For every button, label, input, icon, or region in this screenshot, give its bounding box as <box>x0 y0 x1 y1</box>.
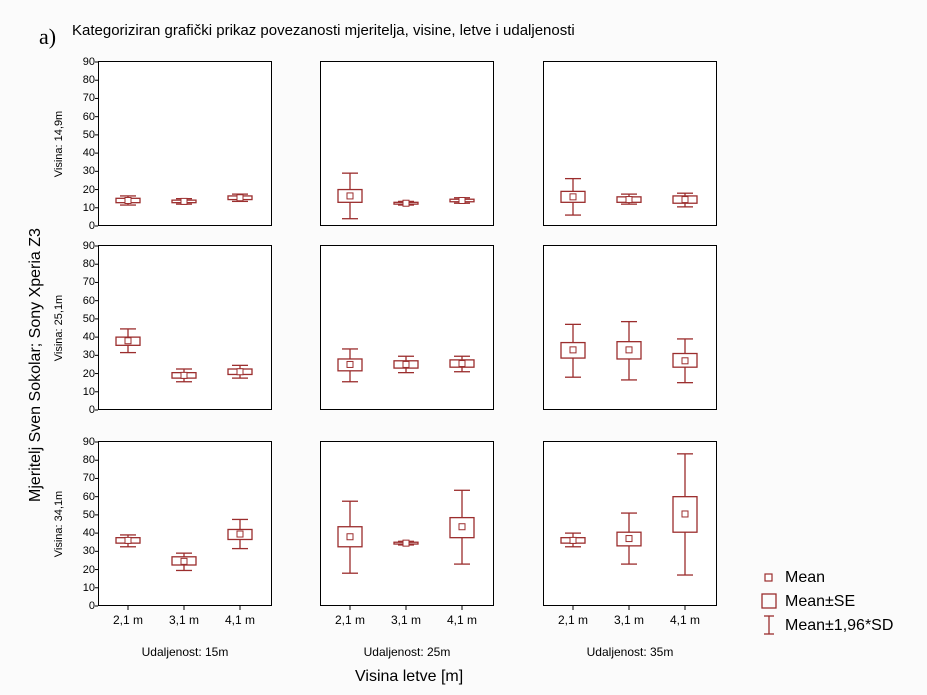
panel-r2-c1 <box>98 245 272 410</box>
y-tick-label: 30 <box>82 165 95 178</box>
mean-marker <box>346 360 354 368</box>
x-tick-label: 4,1 m <box>669 613 700 627</box>
se-box <box>616 341 642 360</box>
mean-marker <box>124 536 132 544</box>
x-tick-label: 2,1 m <box>334 613 365 627</box>
mean-marker <box>236 530 244 538</box>
y-tick-label: 50 <box>82 128 95 141</box>
x-tick-label: 3,1 m <box>390 613 421 627</box>
x-tick-label: 2,1 m <box>557 613 588 627</box>
mean-marker <box>402 360 410 368</box>
se-box <box>337 526 363 548</box>
y-tick-label: 80 <box>82 74 95 87</box>
legend-mean-symbol <box>764 573 773 582</box>
y-tick-label: 20 <box>82 183 95 196</box>
mean-marker <box>124 196 132 204</box>
panel-r2-c2 <box>320 245 494 410</box>
mean-marker <box>236 368 244 376</box>
chart-title: Kategoriziran grafički prikaz povezanost… <box>72 22 575 39</box>
y-tick-label: 90 <box>82 436 95 448</box>
x-tick-label: 3,1 m <box>613 613 644 627</box>
se-box <box>449 359 475 368</box>
y-tick-label: 40 <box>82 147 95 160</box>
mean-marker <box>346 533 354 541</box>
se-box <box>672 195 698 204</box>
se-box <box>560 341 586 359</box>
y-tick-label: 80 <box>82 258 95 271</box>
column-label: Udaljenost: 35m <box>586 645 674 659</box>
y-tick-label: 90 <box>82 56 95 68</box>
y-tick-label: 70 <box>82 92 95 105</box>
y-tick-label: 70 <box>82 472 95 485</box>
mean-marker <box>625 346 633 354</box>
mean-marker <box>458 360 466 368</box>
y-tick-label: 0 <box>88 220 95 232</box>
y-tick-label: 0 <box>88 600 95 612</box>
y-tick-label: 10 <box>82 201 95 214</box>
x-tick-label: 4,1 m <box>446 613 477 627</box>
y-tick-label: 30 <box>82 349 95 362</box>
y-tick-label: 20 <box>82 563 95 576</box>
panel-r3-c3 <box>543 441 717 606</box>
mean-marker <box>569 346 577 354</box>
y-tick-label: 60 <box>82 110 95 123</box>
legend-se-label: Mean±SE <box>785 593 856 610</box>
mean-marker <box>625 196 633 204</box>
mean-marker <box>124 337 132 345</box>
y-tick-label: 80 <box>82 454 95 467</box>
mean-marker <box>625 535 633 543</box>
y-tick-label: 90 <box>82 240 95 252</box>
mean-marker <box>681 357 689 365</box>
y-tick-label: 0 <box>88 404 95 416</box>
se-box <box>115 336 141 346</box>
se-box <box>337 358 363 372</box>
mean-marker <box>180 371 188 379</box>
y-tick-label: 70 <box>82 276 95 289</box>
column-label: Udaljenost: 15m <box>141 645 229 659</box>
se-box <box>616 531 642 547</box>
y-tick-label: 20 <box>82 367 95 380</box>
mean-marker <box>402 539 410 547</box>
se-box <box>227 528 253 541</box>
se-box <box>171 556 197 566</box>
mean-marker <box>458 523 466 531</box>
y-tick-label: 40 <box>82 331 95 344</box>
se-box <box>560 190 586 203</box>
x-tick-label: 4,1 m <box>224 613 255 627</box>
legend-mean-label: Mean <box>785 569 826 586</box>
panel-label: a) <box>39 24 57 49</box>
mean-marker <box>681 510 689 518</box>
y-tick-label: 60 <box>82 490 95 503</box>
mean-marker <box>402 199 410 207</box>
y-tick-label: 60 <box>82 294 95 307</box>
y-tick-label: 10 <box>82 385 95 398</box>
se-box <box>672 352 698 368</box>
legend-sd-label: Mean±1,96*SD <box>785 617 894 634</box>
panel-r3-c1 <box>98 441 272 606</box>
legend-se-symbol <box>761 593 777 609</box>
y-tick-label: 10 <box>82 581 95 594</box>
x-axis-title: Visina letve [m] <box>355 668 464 685</box>
x-tick-label: 2,1 m <box>112 613 143 627</box>
se-box <box>449 516 475 539</box>
y-tick-label: 50 <box>82 508 95 521</box>
x-tick-label: 3,1 m <box>168 613 199 627</box>
y-tick-label: 50 <box>82 312 95 325</box>
mean-marker <box>681 196 689 204</box>
column-label: Udaljenost: 25m <box>363 645 451 659</box>
se-box <box>393 360 419 369</box>
mean-marker <box>180 197 188 205</box>
mean-marker <box>569 193 577 201</box>
y-tick-label: 30 <box>82 545 95 558</box>
mean-marker <box>180 557 188 565</box>
mean-marker <box>346 192 354 200</box>
mean-marker <box>458 196 466 204</box>
mean-marker <box>236 194 244 202</box>
mean-marker <box>569 536 577 544</box>
se-box <box>672 496 698 533</box>
y-tick-label: 40 <box>82 527 95 540</box>
se-box <box>337 188 363 203</box>
